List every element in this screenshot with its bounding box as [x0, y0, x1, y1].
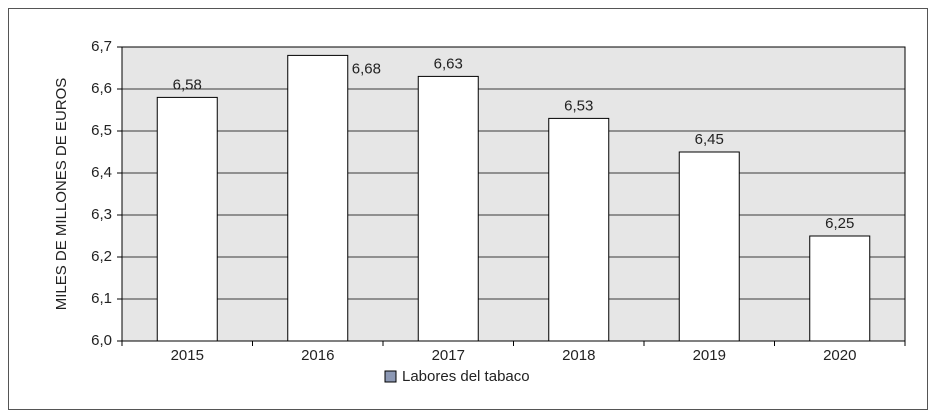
bar — [287, 54, 349, 342]
legend-label: Labores del tabaco — [402, 368, 530, 385]
x-tick-label: 2015 — [171, 347, 204, 364]
y-axis-label: MILES DE MILLONES DE EUROS — [53, 78, 70, 311]
y-tick-label: 6,4 — [91, 164, 112, 181]
x-tick-label: 2019 — [693, 347, 726, 364]
x-tick-label: 2018 — [562, 347, 595, 364]
bar — [417, 75, 479, 342]
y-tick-label: 6,3 — [91, 206, 112, 223]
value-label: 6,25 — [825, 215, 854, 232]
y-tick-label: 6,7 — [91, 38, 112, 55]
bar — [809, 235, 871, 342]
value-label: 6,45 — [695, 131, 724, 148]
value-label: 6,68 — [352, 60, 381, 77]
bar — [156, 96, 218, 342]
y-tick-label: 6,2 — [91, 248, 112, 265]
x-tick-label: 2017 — [432, 347, 465, 364]
y-tick-label: 6,1 — [91, 290, 112, 307]
value-label: 6,58 — [173, 76, 202, 93]
bar — [548, 117, 610, 342]
plot-area — [121, 46, 906, 342]
y-tick-label: 6,0 — [91, 332, 112, 349]
x-tick-label: 2020 — [823, 347, 856, 364]
value-label: 6,63 — [434, 55, 463, 72]
x-tick-label: 2016 — [301, 347, 334, 364]
bar — [678, 151, 740, 342]
y-tick-label: 6,6 — [91, 80, 112, 97]
legend-swatch — [384, 370, 397, 383]
y-tick-label: 6,5 — [91, 122, 112, 139]
value-label: 6,53 — [564, 97, 593, 114]
